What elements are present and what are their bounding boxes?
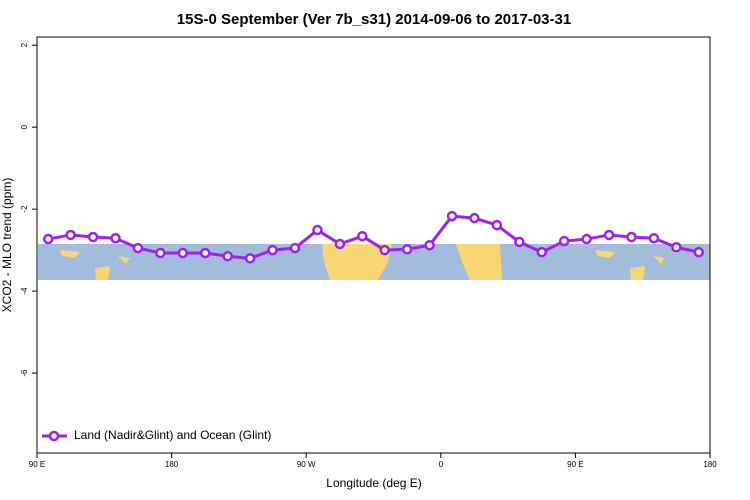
data-point [536, 246, 547, 258]
data-point [177, 247, 189, 259]
data-point [357, 230, 368, 242]
y-tick-label: 2 [20, 42, 29, 47]
legend-marker [48, 430, 60, 442]
data-point [693, 246, 705, 258]
data-point [469, 212, 480, 224]
data-point [446, 210, 458, 222]
data-point [334, 238, 346, 250]
y-tick-label: -2 [20, 205, 29, 213]
legend-label: Land (Nadir&Glint) and Ocean (Glint) [74, 428, 271, 442]
data-point [491, 219, 503, 231]
data-point [200, 247, 211, 259]
chart-title: 15S-0 September (Ver 7b_s31) 2014-09-06 … [177, 11, 571, 28]
x-tick-label: 90 E [567, 460, 583, 469]
data-point [65, 229, 76, 241]
data-point [312, 224, 323, 236]
data-point [558, 235, 570, 247]
data-point [514, 236, 525, 248]
data-point [110, 232, 121, 244]
x-axis-label: Longitude (deg E) [326, 476, 421, 490]
data-point [132, 242, 144, 254]
y-tick-label: -4 [20, 287, 29, 295]
data-point [155, 247, 166, 259]
x-tick-label: 90 W [297, 460, 316, 469]
data-point [87, 231, 99, 243]
data-point [244, 253, 256, 264]
y-tick-label: 0 [20, 124, 29, 129]
data-point [222, 251, 233, 262]
x-tick-label: 180 [703, 460, 717, 469]
data-point [267, 244, 278, 256]
data-point [424, 239, 435, 251]
x-tick-label: 0 [439, 460, 444, 469]
data-point [289, 242, 301, 254]
data-point [42, 233, 54, 245]
y-tick-label: -6 [20, 369, 29, 377]
data-point [581, 233, 592, 245]
data-point [671, 242, 682, 253]
data-point [401, 244, 413, 255]
data-point [379, 244, 390, 256]
data-point [626, 231, 637, 243]
x-tick-label: 90 E [29, 460, 45, 469]
y-axis-label: XCO2 - MLO trend (ppm) [0, 178, 14, 313]
x-tick-label: 180 [165, 460, 179, 469]
plot-frame [36, 36, 711, 454]
data-point [648, 232, 660, 244]
map-background [38, 244, 710, 280]
data-point [603, 229, 615, 241]
